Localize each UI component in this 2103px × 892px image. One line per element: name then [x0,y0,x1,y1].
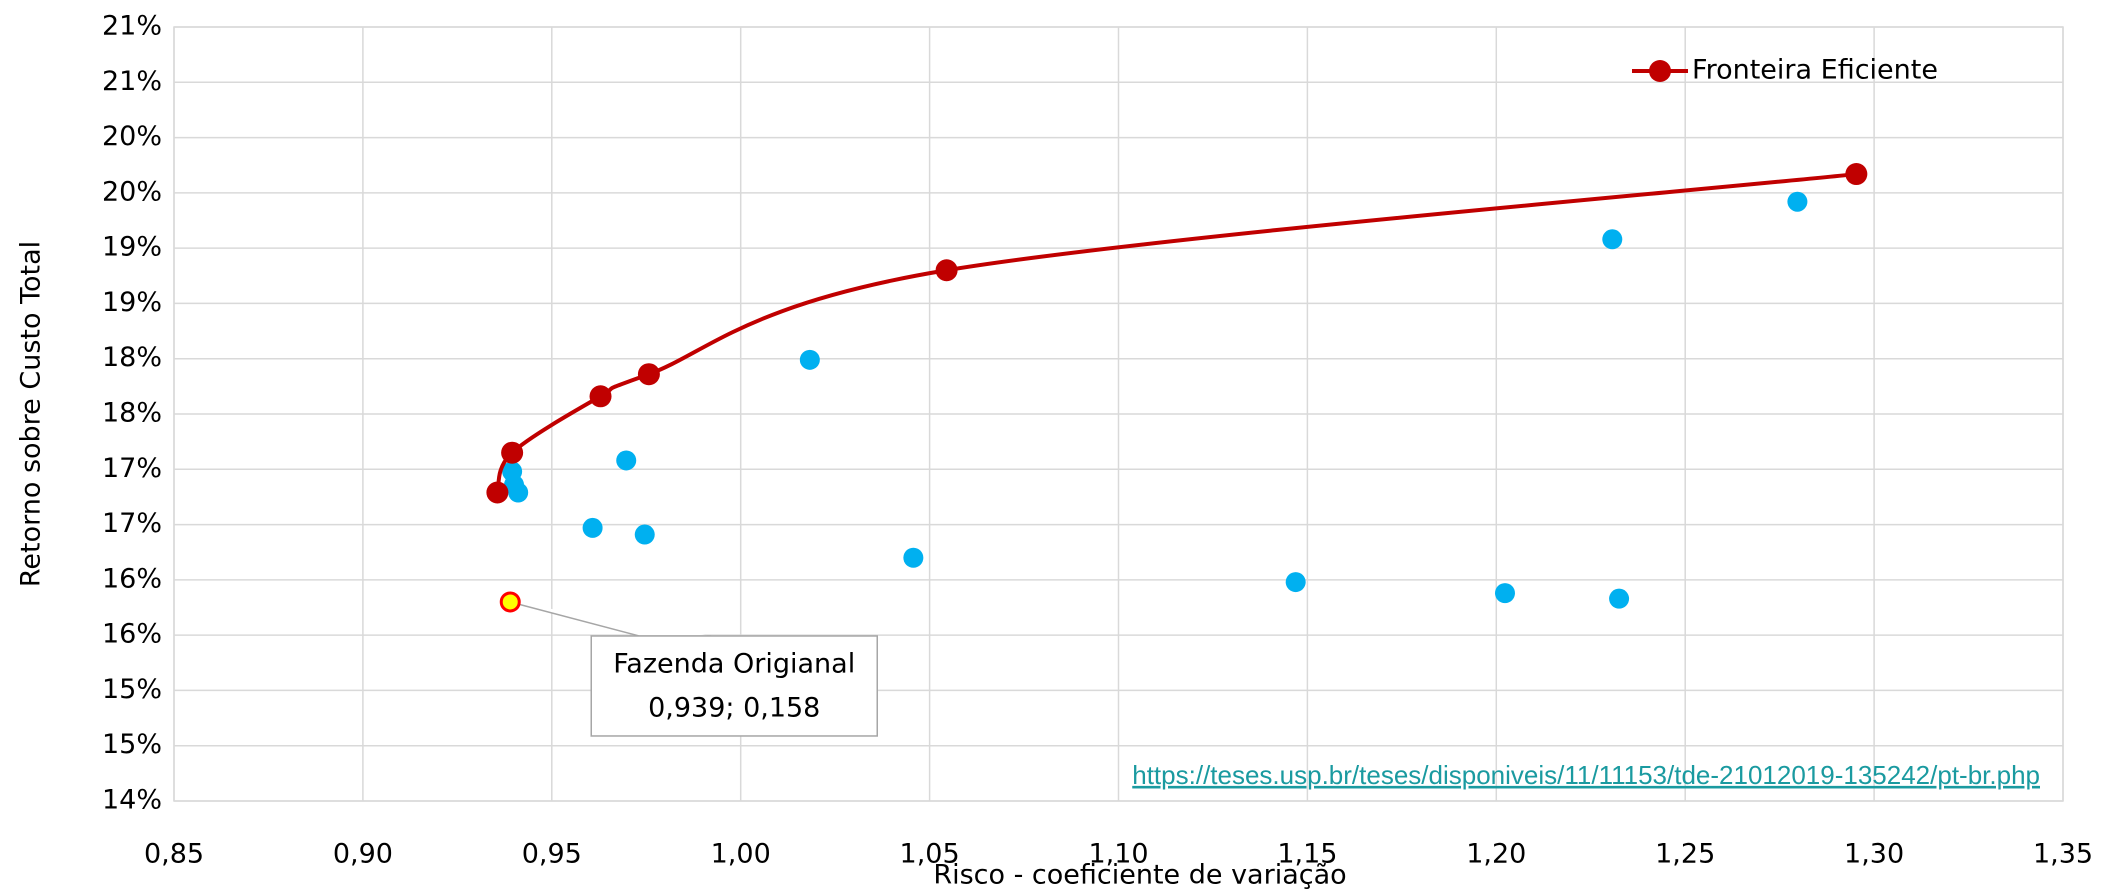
y-tick-label: 16% [102,619,162,650]
data-point [1609,588,1630,609]
x-tick-label: 1,00 [711,839,771,870]
y-tick-label: 20% [102,121,162,152]
data-point [1285,572,1306,593]
data-point [582,517,603,538]
x-tick-label: 0,85 [144,839,204,870]
x-tick-label: 1,25 [1655,839,1715,870]
frontier-point [589,385,612,408]
x-tick-label: 1,10 [1088,839,1148,870]
y-tick-label: 19% [102,232,162,263]
data-point [1494,583,1515,604]
data-point [1787,191,1808,212]
x-axis-title: Risco - coeficiente de variação [933,860,1346,891]
x-tick-label: 1,35 [2033,839,2093,870]
legend-label: Fronteira Eficiente [1692,55,1938,86]
frontier-point [501,441,524,464]
x-tick-label: 0,90 [333,839,393,870]
y-tick-label: 14% [102,785,162,816]
y-tick-label: 20% [102,176,162,207]
legend-marker [1649,60,1671,82]
callout-text: Fazenda Origianal [613,648,855,679]
plot-frame [173,26,2064,802]
y-tick-label: 15% [102,729,162,760]
data-point [903,547,924,568]
y-tick-label: 15% [102,674,162,705]
x-tick-label: 1,30 [1844,839,1904,870]
y-tick-label: 21% [102,11,162,42]
callout-text: 0,939; 0,158 [648,692,820,723]
y-tick-label: 17% [102,453,162,484]
frontier-line [495,172,1857,494]
frontier-point [486,481,509,504]
callout-leader [510,601,712,637]
source-link[interactable]: https://teses.usp.br/teses/disponiveis/1… [1132,760,2040,790]
y-tick-label: 21% [102,66,162,97]
x-tick-label: 0,95 [522,839,582,870]
x-tick-label: 1,05 [900,839,960,870]
y-tick-label: 18% [102,398,162,429]
y-tick-label: 19% [102,287,162,318]
frontier-point [935,259,958,282]
x-tick-label: 1,20 [1466,839,1526,870]
y-tick-label: 18% [102,342,162,373]
frontier-point [1845,163,1868,186]
original-point [499,591,521,613]
x-tick-label: 1,15 [1277,839,1337,870]
data-point [616,450,637,471]
frontier-point [637,363,660,386]
data-point [508,482,529,503]
y-axis-title: Retorno sobre Custo Total [16,241,47,587]
y-tick-label: 17% [102,508,162,539]
y-tick-label: 16% [102,563,162,594]
data-point [634,524,655,545]
data-point [799,349,820,370]
callout-box [590,635,878,737]
data-point [1602,229,1623,250]
